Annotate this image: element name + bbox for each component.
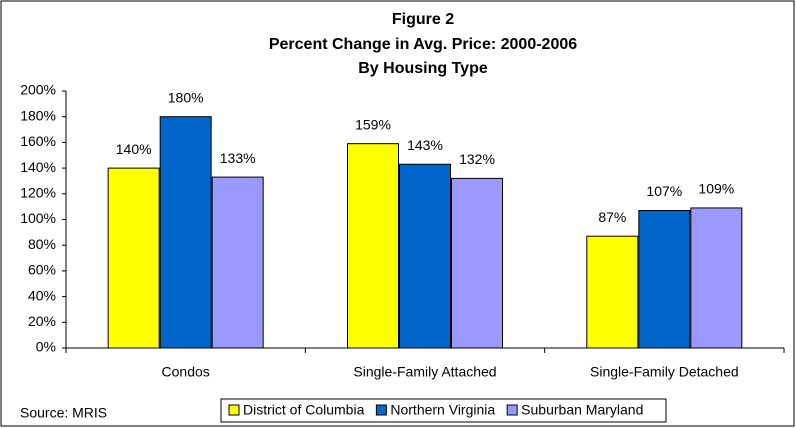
value-label: 109% [698, 181, 734, 197]
x-tick-label: Single-Family Detached [590, 364, 739, 380]
bar [159, 116, 212, 349]
value-label: 133% [220, 150, 256, 166]
x-tick-label: Single-Family Attached [353, 364, 496, 380]
x-tick-label: Condos [162, 364, 210, 380]
y-tick-label: 180% [20, 107, 56, 123]
y-tick-label: 0% [36, 339, 56, 355]
legend-label: District of Columbia [243, 402, 365, 418]
value-label: 107% [646, 183, 682, 199]
y-tick-label: 20% [28, 313, 56, 329]
bar [638, 210, 691, 349]
value-label: 143% [407, 137, 443, 153]
value-label: 180% [168, 89, 204, 105]
value-label: 87% [598, 209, 626, 225]
legend-swatch [506, 404, 518, 416]
legend-label: Northern Virginia [390, 402, 495, 418]
y-tick-label: 60% [28, 262, 56, 278]
source-note: Source: MRIS [20, 405, 107, 421]
bar [347, 143, 399, 349]
y-tick-label: 160% [20, 133, 56, 149]
legend-swatch [375, 404, 387, 416]
y-tick-label: 80% [28, 236, 56, 252]
legend-label: Suburban Maryland [521, 402, 643, 418]
bar [107, 167, 160, 349]
chart-subtitle: By Housing Type [358, 60, 488, 77]
legend-box [220, 398, 667, 423]
value-label: 132% [459, 151, 495, 167]
y-tick-label: 40% [28, 287, 56, 303]
y-tick-label: 200% [20, 82, 56, 98]
y-tick-label: 120% [20, 185, 56, 201]
chart-title: Figure 2 [392, 11, 454, 28]
y-tick-label: 100% [20, 210, 56, 226]
legend-swatch [228, 404, 240, 416]
bar [690, 207, 743, 349]
bar [211, 176, 264, 349]
bar [586, 235, 639, 349]
bar [399, 163, 451, 349]
bar [451, 177, 503, 349]
chart-subtitle: Percent Change in Avg. Price: 2000-2006 [269, 36, 577, 53]
value-label: 140% [116, 141, 152, 157]
value-label: 159% [355, 116, 391, 132]
y-tick-label: 140% [20, 159, 56, 175]
